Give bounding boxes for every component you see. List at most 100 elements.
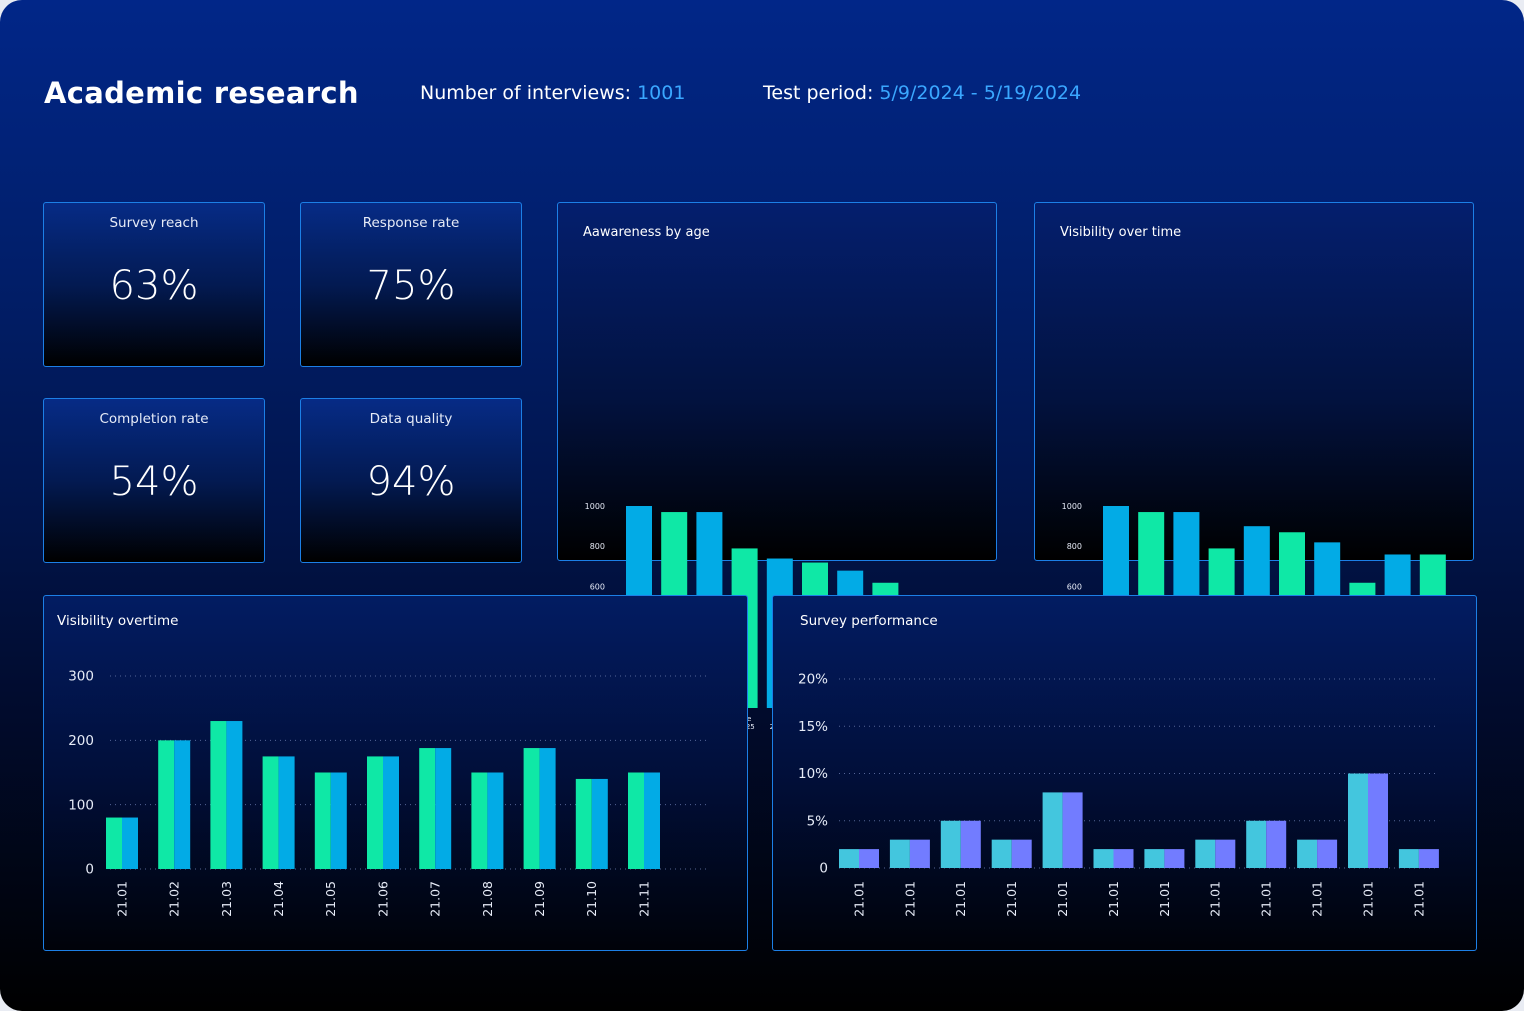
bar-segment [1164,849,1185,868]
x-tick-label: 21.01 [851,881,866,917]
x-tick-label: 21.05 [323,881,338,917]
y-tick-label: 100 [68,797,94,813]
bar-segment [1398,849,1419,868]
x-tick-label: 21.01 [1106,881,1121,917]
kpi-survey-reach: Survey reach 63% [43,202,265,367]
bar-segment [106,817,122,869]
bar-segment [859,849,879,868]
bar-segment [644,772,660,869]
interviews-value: 1001 [637,82,686,104]
chart-title: Survey performance [800,613,938,629]
test-period-value: 5/9/2024 - 5/19/2024 [879,82,1082,104]
y-tick-label: 1000 [585,502,605,511]
bar-segment [909,839,930,868]
bar-segment [383,756,399,869]
kpi-label: Data quality [369,411,453,427]
x-tick-label: 21.07 [428,881,443,917]
bar-segment [960,820,981,868]
interviews-label: Number of interviews: [420,82,638,104]
bar-segment [226,721,243,869]
bar-segment [367,756,383,869]
bar-segment [1144,849,1165,868]
bar-segment [1093,849,1114,868]
bar-segment [419,748,436,869]
kpi-value: 63% [109,263,199,309]
bar-segment [1246,820,1267,868]
bar-segment [174,740,191,869]
x-tick-label: 21.01 [1157,881,1172,917]
y-tick-label: 600 [1067,583,1082,592]
y-tick-label: 15% [798,719,828,735]
bar-segment [330,772,347,869]
y-tick-label: 5% [807,813,829,829]
chart-survey-performance: Survey performance 0 5% 10% 15% 20% 21.01 21.0… [772,595,1477,951]
bar-segment [158,740,175,869]
bar-segment [591,778,608,869]
x-tick-label: 21.01 [953,881,968,917]
x-tick-label: 21.01 [114,881,129,917]
chart-title: Visibility over time [1060,225,1182,240]
x-tick-label: 21.11 [636,881,651,917]
interviews-stat: Number of interviews: 1001 [420,82,685,104]
y-tick-label: 600 [590,583,605,592]
x-tick-label: 21.04 [271,881,286,917]
x-tick-label: 21.10 [584,881,599,917]
bar-segment [278,756,295,869]
chart-visibility-svg: 0200400600800100024.0124.0224.0324.0424.… [1062,502,1446,744]
test-period-label: Test period: [763,82,880,104]
x-tick-label: 21.01 [902,881,917,917]
kpi-label: Completion rate [99,411,209,427]
y-tick-label: 1000 [1062,502,1082,511]
x-tick-label: 21.01 [1259,881,1274,917]
x-tick-label: 21.01 [1208,881,1223,917]
bar-segment [889,839,910,868]
x-tick-label: 21.09 [532,881,547,917]
bar-segment [1042,792,1063,868]
chart-visibility-overtime: Visibility overtime 0 100 200 300 21.01 21.02… [43,595,748,951]
y-tick-label: 20% [798,672,828,688]
kpi-value: 94% [366,459,456,505]
bar-segment [628,772,644,869]
bar-segment [210,721,227,869]
bar-segment [1215,839,1236,868]
x-tick-label: 21.01 [1309,881,1324,917]
y-tick-label: 0 [85,862,94,878]
bar-segment [940,820,961,868]
kpi-completion-rate: Completion rate 54% [43,398,265,563]
x-tick-label: 21.08 [480,881,495,917]
kpi-data-quality: Data quality 94% [300,398,522,563]
chart-survey-performance-svg: 0 5% 10% 15% 20% 21.01 21.01 21.01 21.01 21.01 21.… [798,672,1439,917]
bar-segment [314,772,331,869]
y-tick-label: 800 [1067,542,1082,551]
bar-segment [839,849,859,868]
test-period-stat: Test period: 5/9/2024 - 5/19/2024 [763,82,1081,104]
bar-segment [1195,839,1216,868]
bar-segment [1062,792,1083,868]
bar-segment [487,772,504,869]
x-tick-label: 21.06 [375,881,390,917]
bar-segment [991,839,1012,868]
bar-segment [122,817,138,869]
bar-segment [1266,820,1287,868]
bar-segment [1297,839,1318,868]
kpi-label: Survey reach [109,215,199,231]
chart-awareness-by-age: Aawareness by age 02004006008001000Age14… [557,202,997,731]
bar-segment [262,756,279,869]
y-tick-label: 0 [819,861,828,877]
x-tick-label: 21.01 [1360,881,1375,917]
chart-awareness-svg: 02004006008001000Age14-16Age17-19Age20-2… [585,502,969,731]
kpi-response-rate: Response rate 75% [300,202,522,367]
bar-segment [575,778,592,869]
x-tick-label: 21.01 [1411,881,1426,917]
x-tick-label: 21.01 [1055,881,1070,917]
bar-segment [471,772,488,869]
bar-segment [1368,773,1388,868]
chart-title: Aawareness by age [583,225,710,240]
kpi-label: Response rate [362,215,460,231]
bar-segment [539,748,556,869]
y-tick-label: 200 [68,733,94,749]
bar-segment [1113,849,1134,868]
chart-title: Visibility overtime [57,613,179,629]
x-tick-label: 21.03 [219,881,234,917]
